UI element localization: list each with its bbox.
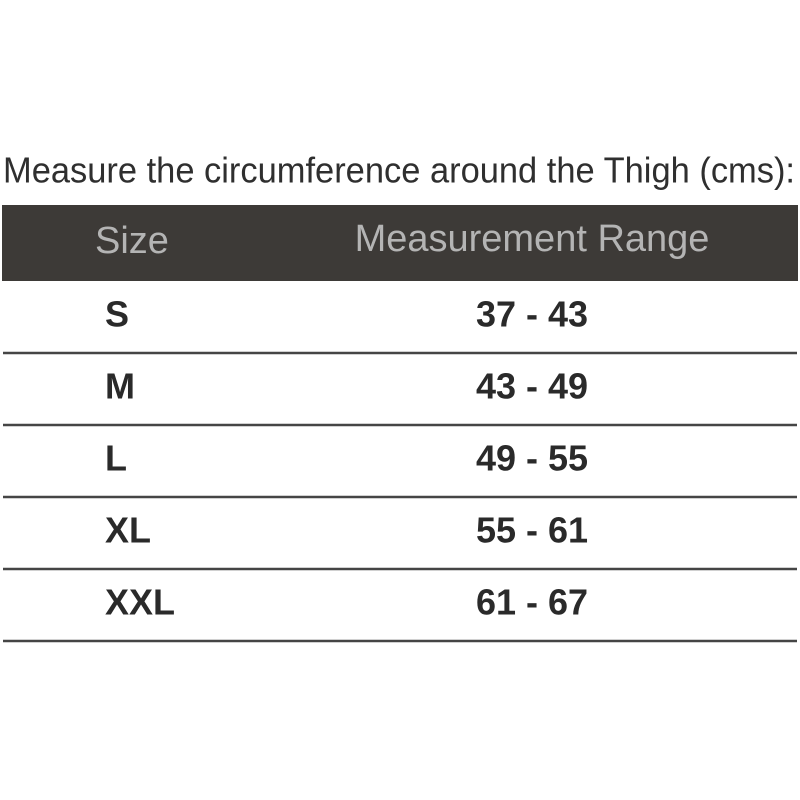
- size-cell: XL: [105, 510, 151, 551]
- table-header: [2, 205, 798, 281]
- size-cell: S: [105, 294, 129, 335]
- column-header: Size: [95, 220, 169, 262]
- column-header: Measurement Range: [355, 218, 710, 260]
- range-cell: 37 - 43: [476, 294, 588, 335]
- size-cell: M: [105, 366, 135, 407]
- range-cell: 55 - 61: [476, 510, 588, 551]
- size-cell: L: [105, 438, 127, 479]
- size-cell: XXL: [105, 582, 175, 623]
- range-cell: 49 - 55: [476, 438, 588, 479]
- range-cell: 43 - 49: [476, 366, 588, 407]
- range-cell: 61 - 67: [476, 582, 588, 623]
- table-body: S 37 - 43 M 43 - 49 L 49 - 55 XL 55 - 61 XXL 61 -…: [3, 294, 797, 643]
- title: Measure the circumference around the Thi…: [3, 150, 795, 191]
